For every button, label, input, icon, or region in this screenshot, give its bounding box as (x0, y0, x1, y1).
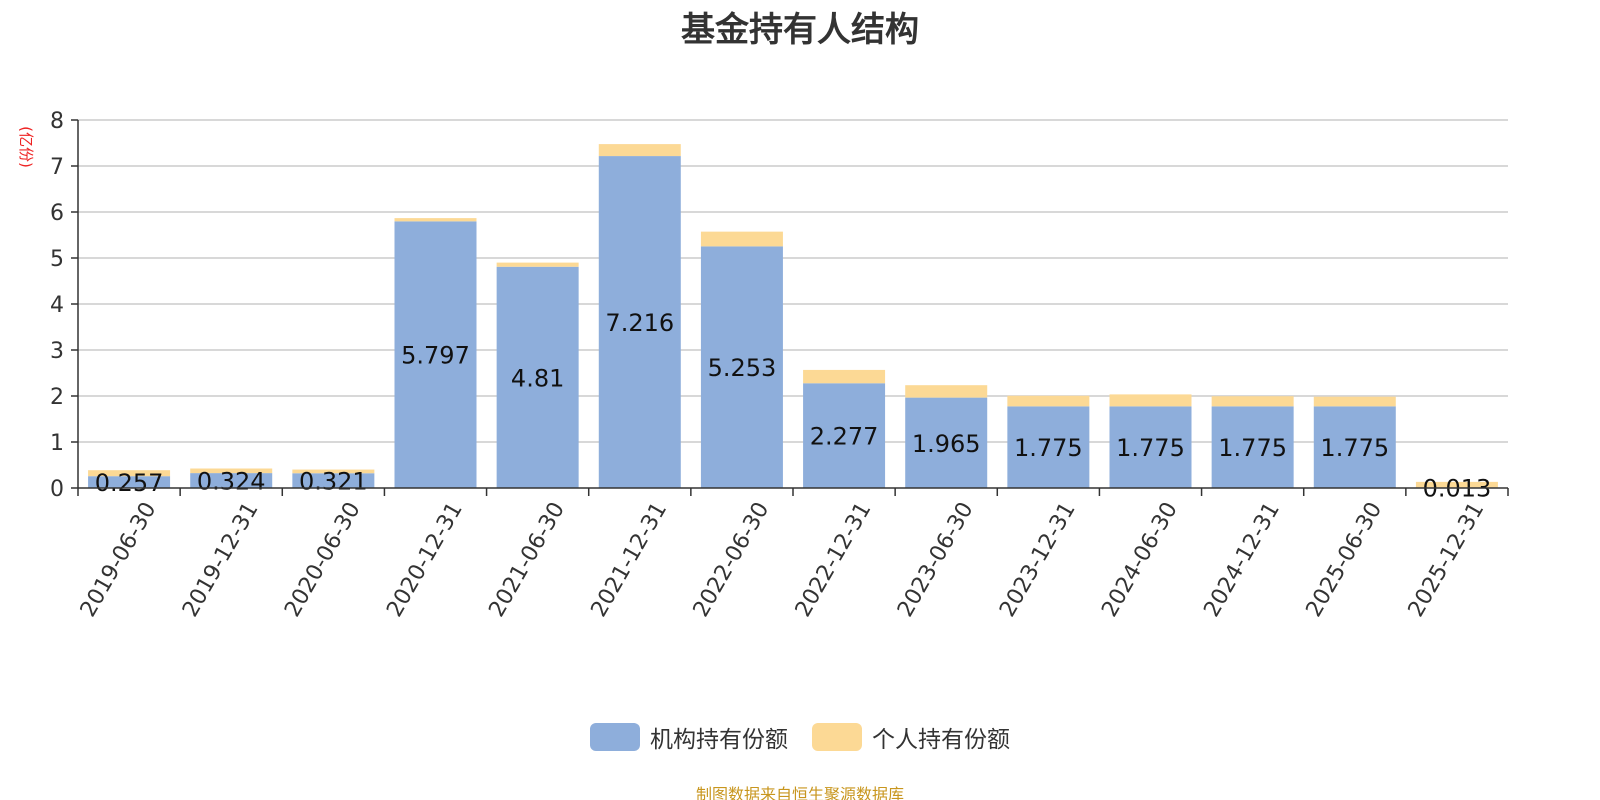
data-source-note: 制图数据来自恒生聚源数据库 (695, 785, 904, 800)
y-tick-label-7: 7 (50, 155, 64, 180)
bar-institution-2019-06-30 (88, 476, 171, 488)
x-tick-label-2021-12-31: 2021-12-31 (587, 498, 673, 621)
legend-label-individual: 个人持有份额 (872, 727, 1010, 753)
x-tick-label-2024-06-30: 2024-06-30 (1097, 498, 1183, 621)
bar-individual-2024-06-30 (1109, 394, 1192, 407)
bar-institution-2023-06-30 (905, 397, 988, 488)
bar-institution-2020-06-30 (292, 473, 375, 488)
bar-institution-2024-12-31 (1211, 406, 1294, 488)
y-tick-label-1: 1 (50, 431, 64, 456)
bar-institution-2022-12-31 (803, 383, 886, 488)
bar-individual-2022-12-31 (803, 369, 886, 384)
y-tick-label-4: 4 (50, 293, 64, 318)
y-tick-label-3: 3 (50, 339, 64, 364)
y-tick-label-2: 2 (50, 385, 64, 410)
data-label-2019-12-31: 0.324 (197, 468, 266, 496)
data-label-2020-06-30: 0.321 (299, 468, 368, 496)
x-tick-label-2020-12-31: 2020-12-31 (382, 498, 468, 621)
data-label-2024-12-31: 1.775 (1218, 434, 1287, 462)
x-tick-label-2025-06-30: 2025-06-30 (1302, 498, 1388, 621)
x-tick-label-2023-12-31: 2023-12-31 (995, 498, 1081, 621)
bar-individual-2023-12-31 (1007, 395, 1090, 407)
bar-individual-2024-12-31 (1211, 396, 1294, 407)
legend-label-institution: 机构持有份额 (650, 727, 788, 753)
data-label-2023-06-30: 1.965 (912, 430, 981, 458)
legend: 机构持有份额 个人持有份额 (0, 720, 1600, 754)
bar-institution-2022-06-30 (700, 246, 783, 488)
y-tick-label-5: 5 (50, 247, 64, 272)
y-tick-label-0: 0 (50, 477, 64, 502)
legend-swatch-individual (812, 723, 862, 751)
data-label-2019-06-30: 0.257 (95, 469, 164, 497)
bar-individual-2020-06-30 (292, 469, 375, 474)
bar-individual-2023-06-30 (905, 385, 988, 398)
bar-individual-2019-12-31 (190, 468, 273, 474)
bar-individual-2021-12-31 (598, 144, 681, 157)
data-label-2020-12-31: 5.797 (401, 342, 470, 370)
bar-individual-2020-12-31 (394, 218, 477, 222)
bar-institution-2023-12-31 (1007, 406, 1090, 488)
x-tick-label-2019-06-30: 2019-06-30 (76, 498, 162, 621)
data-label-2021-06-30: 4.81 (511, 364, 564, 392)
data-label-2023-12-31: 1.775 (1014, 434, 1083, 462)
x-tick-label-2022-12-31: 2022-12-31 (791, 498, 877, 621)
bar-individual-2022-06-30 (700, 231, 783, 247)
x-tick-label-2022-06-30: 2022-06-30 (689, 498, 775, 621)
y-tick-label-6: 6 (50, 201, 64, 226)
bar-institution-2019-12-31 (190, 473, 273, 488)
bar-institution-2025-06-30 (1313, 406, 1396, 488)
bar-institution-2021-12-31 (598, 156, 681, 488)
x-tick-label-2020-06-30: 2020-06-30 (280, 498, 366, 621)
bar-institution-2021-06-30 (496, 266, 579, 488)
chart-title: 基金持有人结构 (681, 10, 919, 50)
x-tick-label-2024-12-31: 2024-12-31 (1199, 498, 1285, 621)
bar-individual-2019-06-30 (88, 470, 171, 477)
data-label-2021-12-31: 7.216 (605, 309, 674, 337)
x-tick-label-2019-12-31: 2019-12-31 (178, 498, 264, 621)
bar-individual-2025-12-31 (1415, 481, 1498, 488)
data-label-2025-06-30: 1.775 (1320, 434, 1389, 462)
x-tick-label-2021-06-30: 2021-06-30 (484, 498, 570, 621)
legend-swatch-institution (590, 723, 640, 751)
y-tick-label-8: 8 (50, 109, 64, 134)
bar-institution-2020-12-31 (394, 221, 477, 488)
legend-item-individual[interactable]: 个人持有份额 (812, 720, 1010, 754)
bar-institution-2024-06-30 (1109, 406, 1192, 488)
data-label-2022-06-30: 5.253 (708, 354, 777, 382)
legend-item-institution[interactable]: 机构持有份额 (590, 720, 788, 754)
bar-individual-2025-06-30 (1313, 396, 1396, 407)
bar-individual-2021-06-30 (496, 262, 579, 267)
data-label-2024-06-30: 1.775 (1116, 434, 1185, 462)
x-tick-label-2023-06-30: 2023-06-30 (893, 498, 979, 621)
x-tick-label-2025-12-31: 2025-12-31 (1404, 498, 1490, 621)
data-label-2022-12-31: 2.277 (810, 423, 879, 451)
